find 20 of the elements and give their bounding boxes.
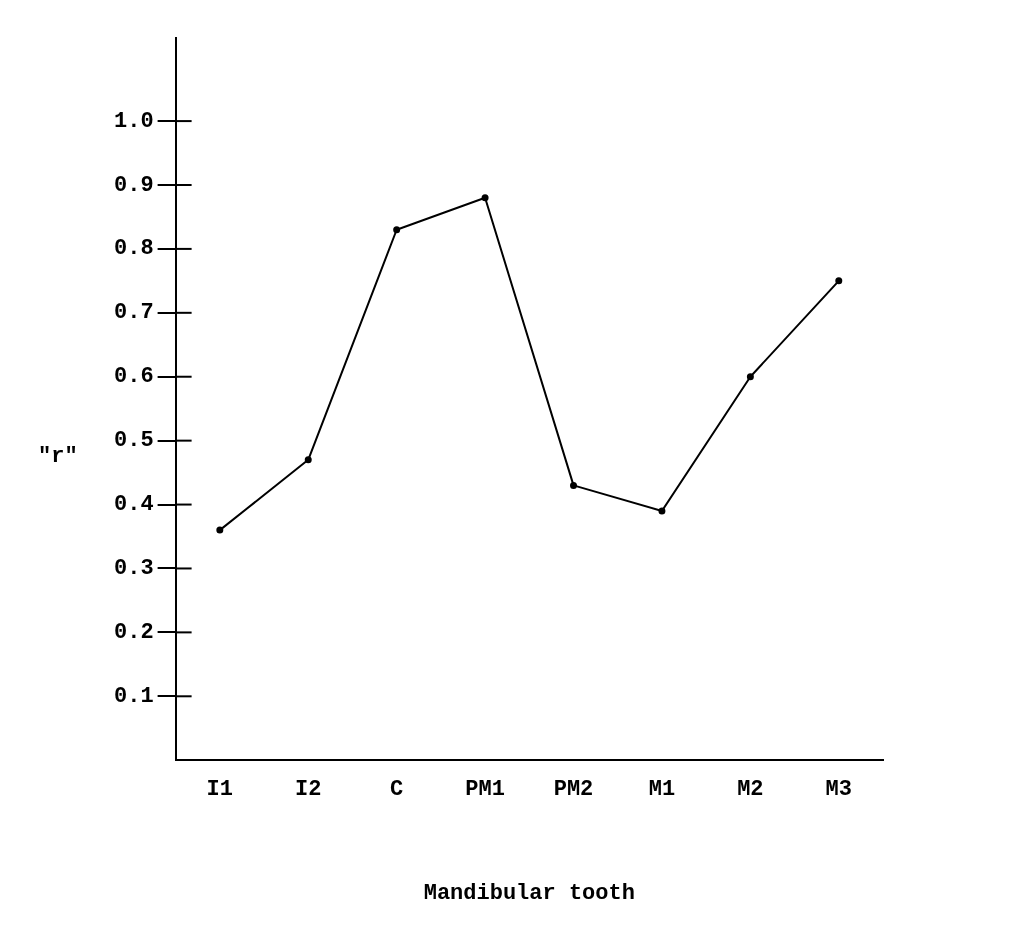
y-tick-label: 0.3 bbox=[114, 556, 154, 582]
y-tick-label: 0.5 bbox=[114, 428, 154, 454]
y-tick-label: 0.2 bbox=[114, 619, 154, 645]
x-tick-label: M2 bbox=[737, 776, 764, 802]
y-tick-label: 1.0 bbox=[114, 108, 154, 134]
x-tick-label: C bbox=[390, 776, 404, 802]
y-tick-label: 0.8 bbox=[114, 236, 154, 262]
y-tick-label: 0.6 bbox=[114, 364, 154, 390]
y-axis-title: "r" bbox=[38, 444, 78, 469]
x-tick-label: I2 bbox=[295, 776, 322, 802]
x-tick-label: M1 bbox=[648, 776, 676, 802]
x-tick-label: PM1 bbox=[465, 776, 505, 802]
y-tick-label: 0.4 bbox=[114, 492, 154, 518]
x-tick-label: M3 bbox=[825, 776, 852, 802]
x-tick-label: PM2 bbox=[553, 776, 594, 802]
y-tick-label: 0.7 bbox=[114, 300, 154, 326]
x-tick-label: I1 bbox=[206, 776, 234, 802]
x-axis-title: Mandibular tooth bbox=[423, 881, 635, 907]
y-tick-label: 0.1 bbox=[114, 683, 154, 709]
y-tick-label: 0.9 bbox=[114, 172, 154, 198]
